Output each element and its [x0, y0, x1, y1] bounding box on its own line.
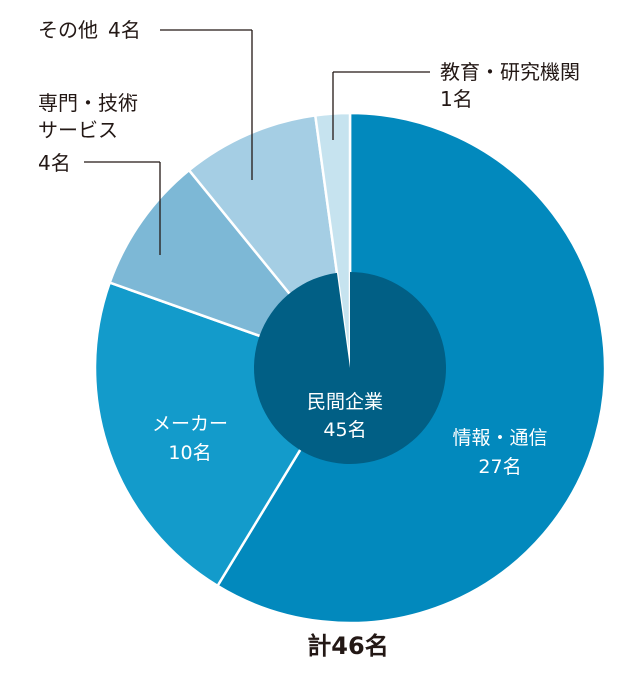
label-services-count: 4名 [38, 151, 71, 175]
label-maker-count: 10名 [168, 442, 211, 464]
label-services-line1b: サービス [38, 118, 118, 142]
label-education-count: 1名 [440, 87, 473, 111]
label-maker-line1: メーカー [152, 413, 228, 435]
label-education-line1: 教育・研究機関 [440, 60, 580, 84]
inner-group [253, 272, 446, 464]
inner-count: 45名 [323, 419, 366, 441]
label-services-line1: 専門・技術 [38, 91, 138, 115]
label-it-line1: 情報・通信 [452, 427, 547, 449]
total-label: 計46名 [307, 632, 388, 660]
label-other: その他 4名 [38, 18, 141, 42]
inner-label: 民間企業 [307, 391, 383, 413]
inner-group-wedge [253, 272, 446, 464]
label-it-count: 27名 [478, 456, 521, 478]
